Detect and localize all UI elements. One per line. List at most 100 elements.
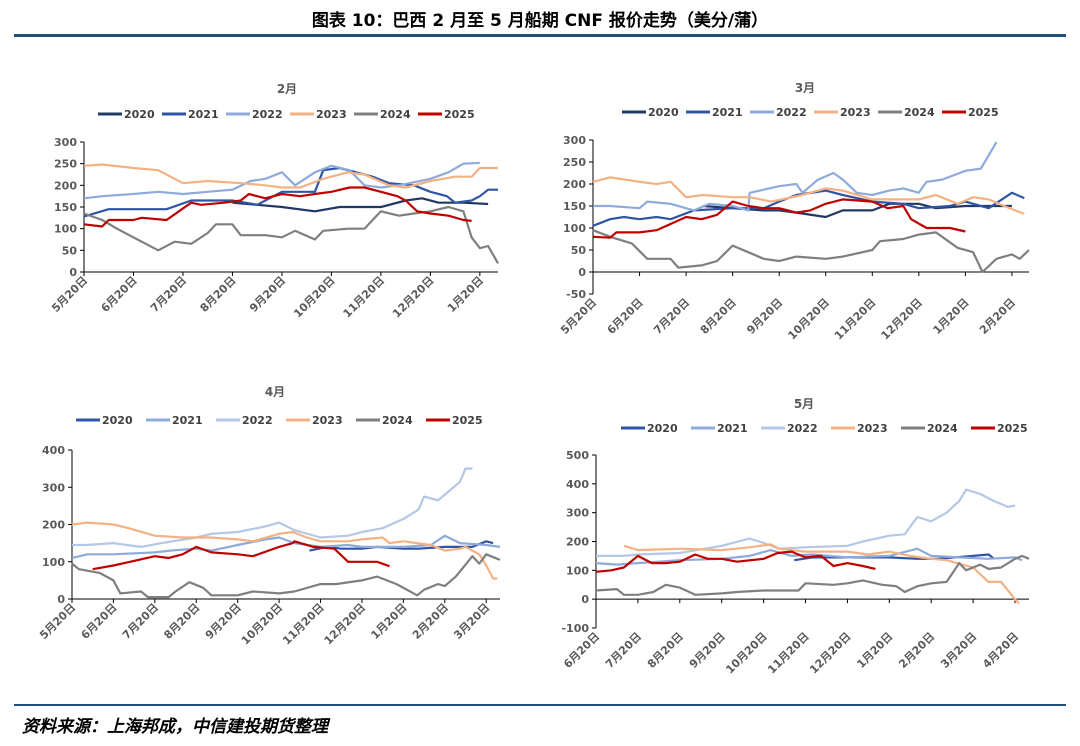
chart-title: 4月 — [265, 385, 285, 399]
series-line-2021 — [595, 547, 1023, 566]
x-tick-label: 7月20日 — [120, 601, 161, 642]
x-tick-label: 3月20日 — [938, 630, 979, 671]
legend-label-2025: 2025 — [452, 414, 483, 427]
y-tick-label: 0 — [57, 593, 65, 606]
series-line-2024 — [83, 205, 499, 264]
legend-label-2023: 2023 — [840, 106, 871, 119]
series-line-2023 — [623, 543, 1020, 605]
y-tick-label: 100 — [566, 564, 589, 577]
series-line-2023 — [71, 521, 498, 580]
series-line-2025 — [595, 550, 876, 573]
x-tick-label: 6月20日 — [99, 274, 140, 315]
x-tick-label: 11月20日 — [832, 296, 878, 342]
legend-label-2025: 2025 — [968, 106, 999, 119]
legend-label-2022: 2022 — [252, 108, 283, 121]
legend-label-2021: 2021 — [172, 414, 203, 427]
series-line-2023 — [592, 176, 1025, 215]
series-line-2022 — [72, 467, 473, 548]
y-tick-label: 0 — [578, 266, 586, 279]
y-tick-label: 300 — [42, 481, 65, 494]
chart-panel-3: 4月 2020 2021 2022 2023 2024 2025 0 100 200 300 400 5… — [37, 385, 501, 647]
series-line-2020 — [703, 202, 1012, 219]
legend-label-2023: 2023 — [316, 108, 347, 121]
chart-title: 2月 — [277, 82, 297, 96]
legend-label-2020: 2020 — [647, 422, 678, 435]
chart-panel-1: 2月 2020 2021 2022 2023 2024 2025 0 50 100 150 200 25… — [49, 82, 499, 320]
x-tick-label: 4月20日 — [980, 630, 1021, 671]
x-tick-label: 5月20日 — [558, 296, 599, 337]
chart-title: 5月 — [794, 397, 814, 411]
x-tick-label: 9月20日 — [247, 274, 288, 315]
y-tick-label: 150 — [563, 200, 586, 213]
x-tick-label: 12月20日 — [879, 296, 925, 342]
x-tick-label: 3月20日 — [451, 601, 492, 642]
legend-label-2024: 2024 — [382, 414, 413, 427]
y-tick-label: 250 — [563, 156, 586, 169]
x-tick-label: 5月20日 — [49, 274, 90, 315]
y-tick-label: 500 — [566, 449, 589, 462]
legend-label-2020: 2020 — [102, 414, 133, 427]
y-tick-label: -50 — [566, 288, 586, 301]
x-tick-label: 9月20日 — [203, 601, 244, 642]
series-line-2024 — [71, 553, 501, 599]
y-tick-label: 400 — [566, 478, 589, 491]
series-line-2021 — [592, 189, 1025, 227]
x-tick-label: 8月20日 — [645, 630, 686, 671]
legend-label-2022: 2022 — [776, 106, 807, 119]
legend-label-2021: 2021 — [188, 108, 219, 121]
top-rule — [14, 34, 1066, 37]
legend-label-2025: 2025 — [997, 422, 1028, 435]
x-tick-label: 11月20日 — [765, 630, 811, 676]
series-line-2024 — [595, 554, 1030, 596]
series-line-2020 — [232, 197, 489, 213]
x-tick-label: 7月20日 — [603, 630, 644, 671]
x-tick-label: 1月20日 — [368, 601, 409, 642]
y-tick-label: 200 — [42, 519, 65, 532]
legend-label-2020: 2020 — [648, 106, 679, 119]
y-tick-label: 300 — [54, 136, 77, 149]
series-line-2024 — [592, 229, 1030, 274]
x-tick-label: 10月20日 — [291, 274, 337, 320]
legend-label-2024: 2024 — [380, 108, 411, 121]
y-tick-label: 250 — [54, 158, 77, 171]
legend-label-2023: 2023 — [312, 414, 343, 427]
y-tick-label: 400 — [42, 444, 65, 457]
x-tick-label: 7月20日 — [148, 274, 189, 315]
y-tick-label: 300 — [563, 134, 586, 147]
x-tick-label: 6月20日 — [561, 630, 602, 671]
legend-label-2022: 2022 — [787, 422, 818, 435]
x-tick-label: 2月20日 — [896, 630, 937, 671]
x-tick-label: 11月20日 — [341, 274, 387, 320]
series-line-2025 — [592, 198, 966, 239]
y-tick-label: 300 — [566, 507, 589, 520]
y-tick-label: 200 — [566, 536, 589, 549]
y-tick-label: 50 — [62, 244, 78, 257]
x-tick-label: 10月20日 — [239, 601, 285, 647]
x-tick-label: 10月20日 — [785, 296, 831, 342]
y-tick-label: 0 — [581, 593, 589, 606]
bottom-rule — [14, 704, 1066, 706]
x-tick-label: 1月20日 — [445, 274, 486, 315]
x-tick-label: 6月20日 — [605, 296, 646, 337]
series-line-2022 — [593, 141, 998, 212]
x-tick-label: 12月20日 — [322, 601, 368, 647]
chart-title: 3月 — [795, 81, 815, 95]
y-tick-label: 50 — [571, 244, 587, 257]
y-tick-label: 0 — [69, 266, 77, 279]
y-tick-label: 100 — [42, 556, 65, 569]
x-tick-label: 9月20日 — [687, 630, 728, 671]
legend-label-2023: 2023 — [857, 422, 888, 435]
x-tick-label: 5月20日 — [37, 601, 78, 642]
x-tick-label: 2月20日 — [977, 296, 1018, 337]
series-line-2025 — [92, 540, 390, 571]
x-tick-label: 8月20日 — [698, 296, 739, 337]
x-tick-label: 8月20日 — [161, 601, 202, 642]
y-tick-label: 200 — [54, 179, 77, 192]
x-tick-label: 11月20日 — [280, 601, 326, 647]
legend-label-2022: 2022 — [242, 414, 273, 427]
x-tick-label: 2月20日 — [410, 601, 451, 642]
x-tick-label: 9月20日 — [744, 296, 785, 337]
legend-label-2021: 2021 — [717, 422, 748, 435]
x-tick-label: 7月20日 — [651, 296, 692, 337]
